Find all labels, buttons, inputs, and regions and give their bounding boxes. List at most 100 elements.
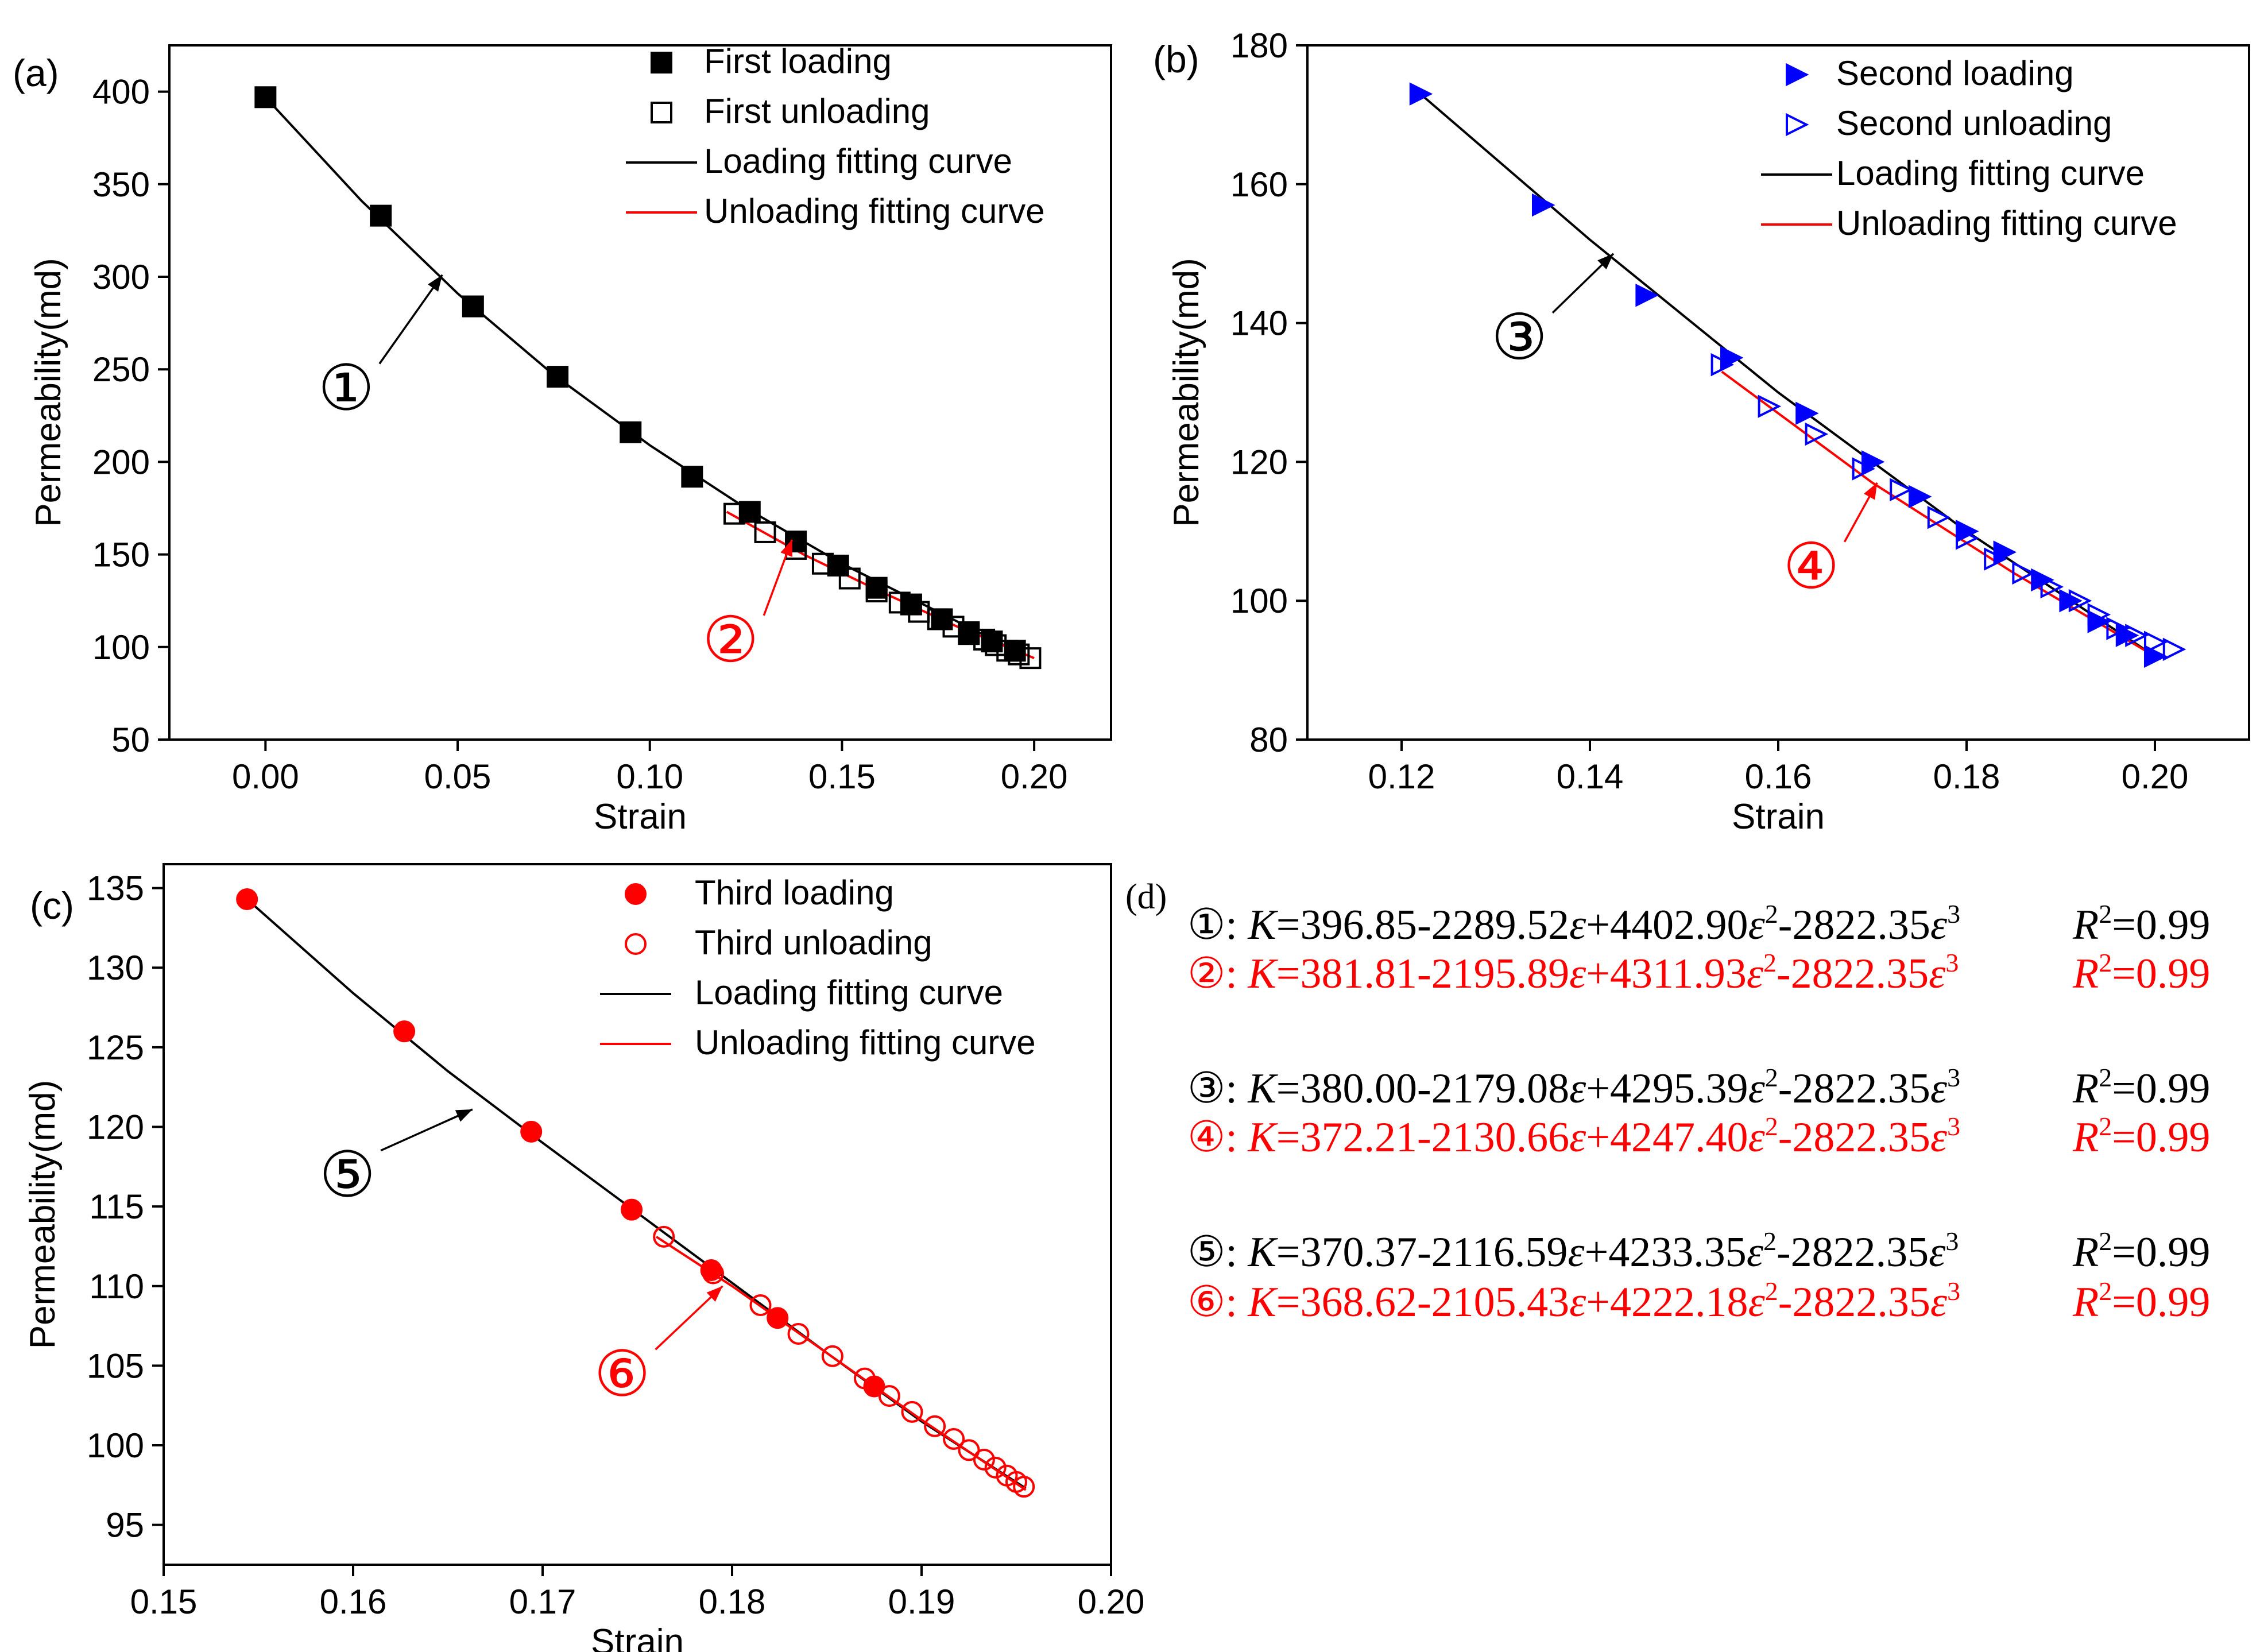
annotation-arrowhead [428,274,443,292]
data-point [1795,401,1819,425]
annotation-arrowhead [1864,482,1878,500]
equation-term: =381.81-2195.89 [1276,950,1569,997]
y-tick-label: 180 [1230,26,1288,65]
legend-label: Loading fitting curve [704,142,1012,180]
data-point [520,1120,543,1143]
data-point [1758,394,1782,418]
unloading-fit-curve [1721,370,2156,657]
superscript: 2 [2099,948,2112,977]
equation-term: =370.37-2116.59 [1276,1229,1568,1276]
data-point [236,888,258,910]
superscript: 3 [1947,899,1960,928]
r-symbol: R [2072,1279,2099,1326]
data-point [749,1294,772,1317]
epsilon-symbol: ε [1930,1114,1948,1161]
y-axis-label: Permeability(md) [1167,258,1206,527]
data-point [702,1262,724,1285]
equation-colon: : [1225,1114,1248,1161]
equation-colon: : [1225,1065,1248,1112]
superscript: 3 [1947,1276,1960,1306]
data-point [462,295,484,318]
x-tick-label: 0.17 [509,1583,576,1621]
x-tick-label: 0.16 [320,1583,387,1621]
epsilon-symbol: ε [1569,1114,1586,1161]
annotation-arrowhead [1597,253,1613,270]
equation-term: -2822.35 [1778,902,1930,949]
equation-line: ⑤: K=370.37-2116.59ε+4233.35ε2-2822.35ε3 [1187,1227,1959,1276]
equation-number: ① [1187,902,1225,949]
data-point [1710,353,1735,377]
x-tick-label: 0.20 [2122,757,2189,796]
data-point [767,1307,789,1329]
x-tick-label: 0.18 [699,1583,766,1621]
data-point [996,640,1019,662]
y-tick-label: 100 [1230,582,1288,620]
equation-term: +4295.39 [1586,1065,1748,1112]
y-tick-label: 150 [92,536,150,574]
data-point [621,1198,643,1221]
equation-term: =368.62-2105.43 [1276,1279,1569,1326]
data-point [2106,617,2130,640]
epsilon-symbol: ε [1568,1229,1585,1276]
series-filled-circle [236,888,885,1398]
data-point [620,421,642,443]
legend-label: First loading [704,42,892,80]
y-tick-label: 100 [87,1426,144,1465]
legend-label: First unloading [704,92,930,130]
legend-label: Third unloading [695,923,932,962]
data-point [547,366,569,388]
legend-marker [651,52,672,73]
series-open-triangle-right [1710,353,2186,661]
y-tick-label: 105 [87,1347,144,1385]
equation-lhs: K [1247,1114,1278,1161]
equation-number: ⑤ [1187,1229,1225,1276]
data-point [854,1367,876,1390]
r-squared-value: =0.99 [2112,902,2210,949]
epsilon-symbol: ε [1747,950,1764,997]
superscript: 2 [1765,899,1778,928]
epsilon-symbol: ε [1748,902,1766,949]
data-point [1635,284,1659,307]
r-squared: R2=0.99 [2072,1112,2210,1161]
y-tick-label: 400 [92,73,150,111]
equation-term: =372.21-2130.66 [1276,1114,1569,1161]
data-point [1019,647,1042,670]
r-squared-value: =0.99 [2112,1065,2210,1112]
data-point [1890,478,1913,501]
x-tick-label: 0.15 [808,757,876,796]
data-point [2125,624,2149,647]
equation-colon: : [1225,1229,1248,1276]
equation-number: ② [1187,950,1225,997]
y-tick-label: 100 [92,628,150,667]
data-point [821,1345,843,1367]
data-point [985,634,1007,656]
data-point [811,552,834,575]
data-point [1984,547,2007,571]
r-symbol: R [2072,902,2099,949]
y-tick-label: 120 [87,1108,144,1147]
annotation-circled-number: ④ [1783,532,1840,602]
x-tick-label: 0.16 [1745,757,1812,796]
y-tick-label: 350 [92,165,150,204]
equation-line: ⑥: K=368.62-2105.43ε+4222.18ε2-2822.35ε3 [1187,1276,1960,1326]
r-symbol: R [2072,950,2099,997]
legend-label: Loading fitting curve [1836,154,2145,192]
equation-term: -2822.35 [1778,1114,1930,1161]
equation-number: ③ [1187,1065,1225,1112]
superscript: 2 [1763,1227,1777,1256]
epsilon-symbol: ε [1569,902,1586,949]
data-point [942,616,965,638]
legend-label: Unloading fitting curve [704,192,1045,230]
data-point [370,204,392,227]
y-tick-label: 130 [87,949,144,987]
annotation-circled-number: ② [702,605,759,675]
equation-line: ①: K=396.85-2289.52ε+4402.90ε2-2822.35ε3 [1187,899,1960,949]
equation-term: -2822.35 [1777,950,1929,997]
data-point [1805,422,1829,446]
y-tick-label: 300 [92,258,150,296]
equation-term: +4247.40 [1586,1114,1748,1161]
superscript: 2 [1765,1276,1778,1306]
y-tick-label: 115 [89,1187,144,1226]
axes-frame [168,44,1112,741]
